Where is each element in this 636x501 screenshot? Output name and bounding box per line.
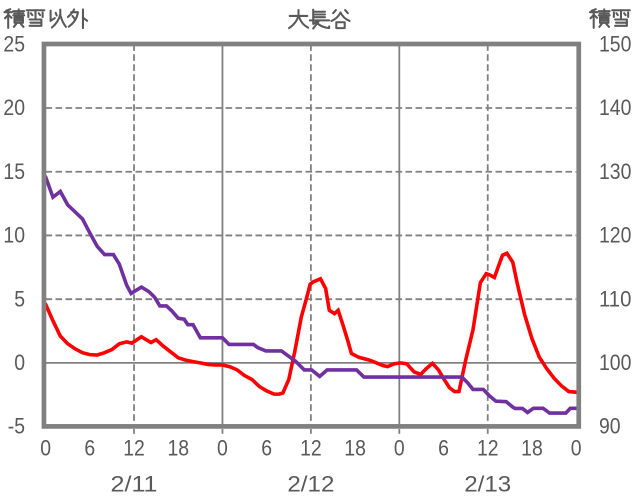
svg-text:110: 110 [599,286,631,311]
svg-text:18: 18 [521,436,543,461]
svg-text:120: 120 [599,223,631,248]
svg-text:18: 18 [167,436,189,461]
svg-text:0: 0 [394,436,405,461]
svg-text:5: 5 [14,286,25,311]
svg-text:100: 100 [599,350,631,375]
svg-text:140: 140 [599,95,631,120]
svg-text:-5: -5 [8,414,25,439]
svg-text:0: 0 [571,436,582,461]
svg-text:10: 10 [3,223,25,248]
svg-text:90: 90 [599,414,621,439]
svg-text:130: 130 [599,159,631,184]
svg-text:0: 0 [14,350,25,375]
svg-text:12: 12 [123,436,145,461]
svg-text:0: 0 [40,436,51,461]
svg-text:20: 20 [3,95,25,120]
svg-text:6: 6 [84,436,95,461]
svg-text:12: 12 [477,436,499,461]
svg-text:6: 6 [438,436,449,461]
svg-text:18: 18 [344,436,366,461]
svg-text:2/12: 2/12 [287,472,334,497]
svg-text:12: 12 [300,436,322,461]
svg-text:0: 0 [217,436,228,461]
svg-text:2/13: 2/13 [464,472,511,497]
svg-text:15: 15 [3,159,25,184]
svg-text:2/11: 2/11 [111,472,158,497]
svg-text:25: 25 [3,31,25,56]
svg-text:150: 150 [599,31,631,56]
svg-text:6: 6 [261,436,272,461]
